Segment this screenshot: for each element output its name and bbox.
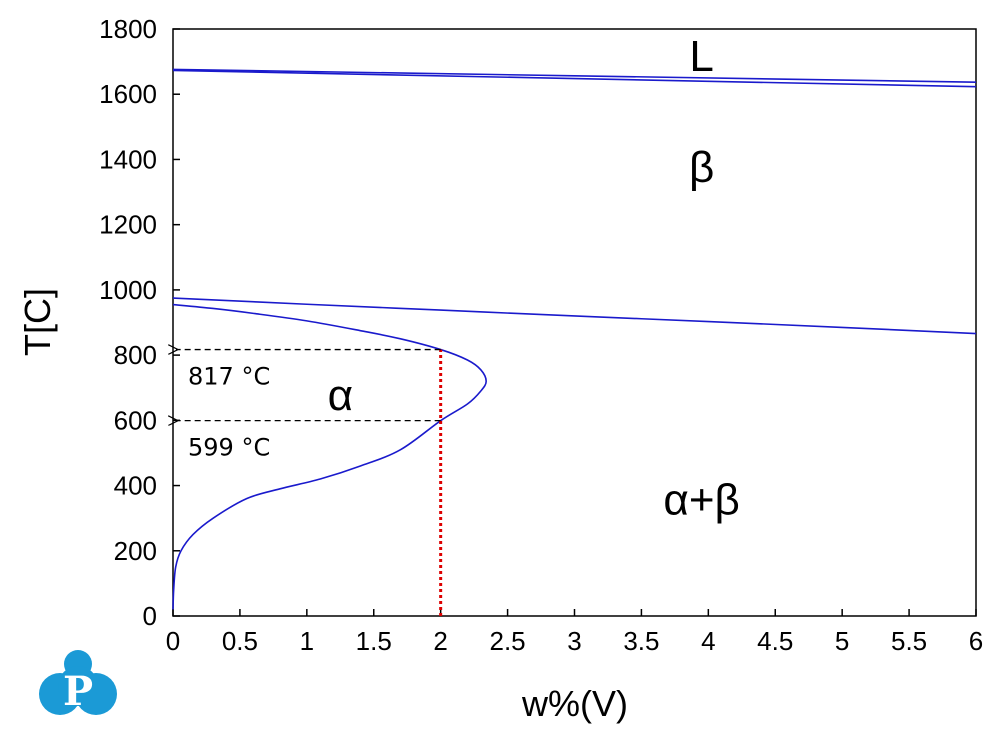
x-tick-label: 5 [835, 626, 849, 656]
phase-region-label: β [689, 143, 714, 192]
temperature-annotation: 817 °C [188, 363, 270, 391]
x-tick-label: 2.5 [490, 626, 526, 656]
temperature-annotation: 599 °C [188, 434, 270, 462]
annotation-marks: 817 °C 599 °C [176, 350, 443, 616]
phase-region-label: L [689, 32, 713, 81]
x-tick-label: 5.5 [891, 626, 927, 656]
y-tick-label: 800 [114, 340, 157, 370]
phase-boundary-line-4 [172, 303, 487, 610]
x-tick-label: 1.5 [356, 626, 392, 656]
x-tick-label: 1 [300, 626, 314, 656]
x-tick-label: 4 [701, 626, 715, 656]
phase-boundary-line-2 [172, 69, 977, 88]
x-tick-label: 2 [433, 626, 447, 656]
x-tick-label: 3 [567, 626, 581, 656]
logo-letter: P [63, 668, 93, 715]
plot-frame [172, 28, 977, 617]
phase-region-label: α+β [663, 476, 739, 525]
y-tick-label: 1400 [99, 144, 157, 174]
x-axis: 0 0.5 1 1.5 2 2.5 3 3.5 4 4.5 5 5.5 6 [166, 609, 983, 656]
y-axis: 0 200 400 600 800 1000 1200 1400 1600 1800 [99, 14, 180, 631]
phase-boundary-line-1 [172, 68, 977, 83]
phase-boundaries [172, 68, 977, 610]
y-tick-label: 1200 [99, 210, 157, 240]
phase-region-label: α [328, 371, 353, 420]
y-tick-label: 400 [114, 471, 157, 501]
y-tick-label: 200 [114, 536, 157, 566]
phase-boundary-line-3 [172, 297, 977, 335]
x-tick-label: 3.5 [623, 626, 659, 656]
y-axis-title: T[C] [17, 288, 58, 356]
y-tick-label: 1000 [99, 275, 157, 305]
x-tick-label: 0.5 [222, 626, 258, 656]
x-axis-title: w%(V) [521, 683, 628, 724]
y-tick-label: 1600 [99, 79, 157, 109]
x-tick-label: 6 [969, 626, 983, 656]
x-tick-label: 0 [166, 626, 180, 656]
p-logo-icon: P [39, 650, 117, 715]
y-tick-label: 600 [114, 405, 157, 435]
x-tick-label: 4.5 [757, 626, 793, 656]
y-tick-label: 0 [143, 601, 157, 631]
phase-region-labels: Lβ α α+β [328, 32, 740, 525]
y-tick-label: 1800 [99, 14, 157, 44]
